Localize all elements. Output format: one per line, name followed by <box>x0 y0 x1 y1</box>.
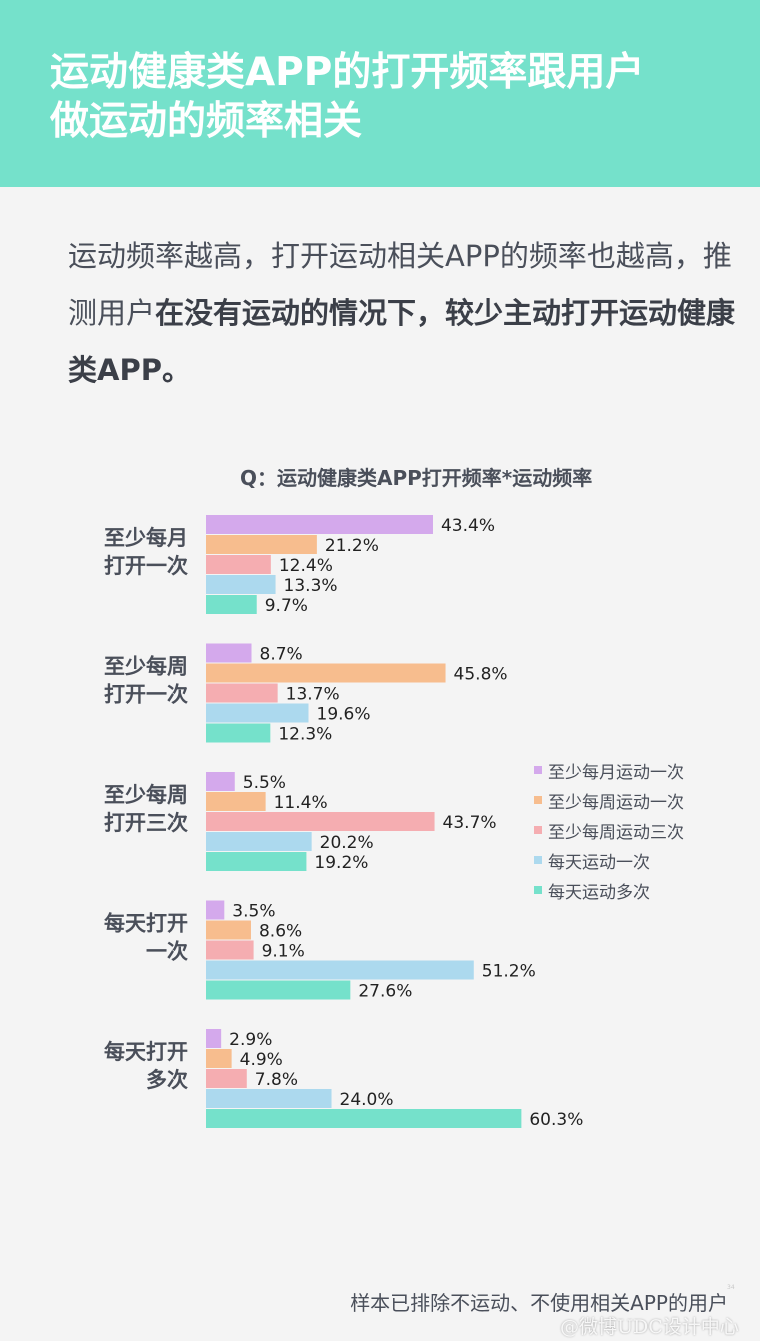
data-label: 7.8% <box>255 1070 298 1090</box>
category-label: 每天打开 <box>104 912 188 936</box>
data-label: 3.5% <box>232 902 275 922</box>
data-label: 19.2% <box>314 853 368 873</box>
legend-swatch <box>534 886 542 894</box>
category-label: 每天打开 <box>104 1040 188 1064</box>
bar <box>206 1029 222 1048</box>
page-title-line2: 做运动的频率相关 <box>50 99 363 144</box>
data-label: 9.1% <box>262 942 305 962</box>
legend-swatch <box>534 796 542 804</box>
data-label: 43.4% <box>441 516 495 536</box>
data-label: 12.3% <box>278 725 332 745</box>
data-label: 2.9% <box>229 1030 272 1050</box>
bar <box>206 595 257 614</box>
legend-swatch <box>534 856 542 864</box>
page-number: 34 <box>727 1284 735 1291</box>
data-label: 43.7% <box>443 813 497 833</box>
header-banner: 运动健康类APP的打开频率跟用户 做运动的频率相关 <box>0 0 760 187</box>
intro-text: 运动频率越高，打开运动相关APP的频率也越高，推测用户 <box>68 239 732 330</box>
legend-swatch <box>534 766 542 774</box>
data-label: 20.2% <box>320 833 374 853</box>
footnote: 样本已排除不运动、不使用相关APP的用户 <box>350 1291 728 1315</box>
category-label: 打开一次 <box>104 683 188 707</box>
legend-label: 每天运动多次 <box>548 882 650 903</box>
watermark: @微博UDC设计中心 <box>560 1316 739 1338</box>
bar <box>206 920 251 940</box>
bar <box>206 515 433 534</box>
bar <box>206 723 271 743</box>
legend-item: 至少每月运动一次 <box>534 755 684 785</box>
data-label: 45.8% <box>454 665 508 685</box>
chart-title: Q：运动健康类APP打开频率*运动频率 <box>240 466 593 490</box>
bar <box>206 832 312 851</box>
intro-emphasis: 在没有运动的情况下，较少主动打开运动健康类APP。 <box>68 296 736 387</box>
bar-chart: 至少每月打开一次43.4%21.2%12.4%13.3%9.7%至少每周打开一次… <box>104 515 583 1130</box>
category-label: 打开三次 <box>104 811 188 835</box>
legend-item: 每天运动多次 <box>534 875 684 905</box>
category-label: 至少每月 <box>104 526 188 550</box>
bar <box>206 812 435 831</box>
legend-item: 至少每周运动一次 <box>534 785 684 815</box>
data-label: 9.7% <box>265 596 308 616</box>
data-label: 4.9% <box>240 1050 283 1070</box>
intro-paragraph: 运动频率越高，打开运动相关APP的频率也越高，推测用户在没有运动的情况下，较少主… <box>68 228 748 399</box>
data-label: 24.0% <box>340 1090 394 1110</box>
legend-item: 每天运动一次 <box>534 845 684 875</box>
legend-label: 至少每周运动三次 <box>548 822 684 843</box>
bar <box>206 900 225 920</box>
data-label: 11.4% <box>274 793 328 813</box>
bar <box>206 1089 332 1108</box>
data-label: 12.4% <box>279 556 333 576</box>
bar <box>206 1049 232 1068</box>
chart-legend: 至少每月运动一次 至少每周运动一次 至少每周运动三次 每天运动一次 每天运动多次 <box>534 755 684 905</box>
bar <box>206 663 446 683</box>
data-label: 19.6% <box>317 705 371 725</box>
bar <box>206 703 309 723</box>
bar <box>206 555 271 574</box>
data-label: 21.2% <box>325 536 379 556</box>
bar <box>206 980 351 1000</box>
legend-item: 至少每周运动三次 <box>534 815 684 845</box>
bar <box>206 683 278 703</box>
legend-label: 每天运动一次 <box>548 852 650 873</box>
data-label: 13.7% <box>286 685 340 705</box>
data-label: 27.6% <box>358 982 412 1002</box>
bar <box>206 575 276 594</box>
bar <box>206 535 317 554</box>
bar <box>206 960 474 980</box>
data-label: 8.7% <box>260 645 303 665</box>
bar <box>206 643 252 663</box>
bar <box>206 852 307 871</box>
category-label: 打开一次 <box>104 554 188 578</box>
data-label: 60.3% <box>529 1110 583 1130</box>
bar <box>206 1109 522 1128</box>
legend-label: 至少每月运动一次 <box>548 762 684 783</box>
data-label: 13.3% <box>284 576 338 596</box>
bar <box>206 1069 247 1088</box>
legend-label: 至少每周运动一次 <box>548 792 684 813</box>
page-title: 运动健康类APP的打开频率跟用户 做运动的频率相关 <box>50 48 740 146</box>
data-label: 5.5% <box>243 773 286 793</box>
category-label: 至少每周 <box>104 655 188 679</box>
page-title-line1: 运动健康类APP的打开频率跟用户 <box>50 50 645 95</box>
bar <box>206 940 254 960</box>
data-label: 8.6% <box>259 922 302 942</box>
category-label: 一次 <box>146 940 188 964</box>
category-label: 多次 <box>146 1068 188 1092</box>
bar <box>206 792 266 811</box>
legend-swatch <box>534 826 542 834</box>
category-label: 至少每周 <box>104 783 188 807</box>
data-label: 51.2% <box>482 962 536 982</box>
bar <box>206 772 235 791</box>
